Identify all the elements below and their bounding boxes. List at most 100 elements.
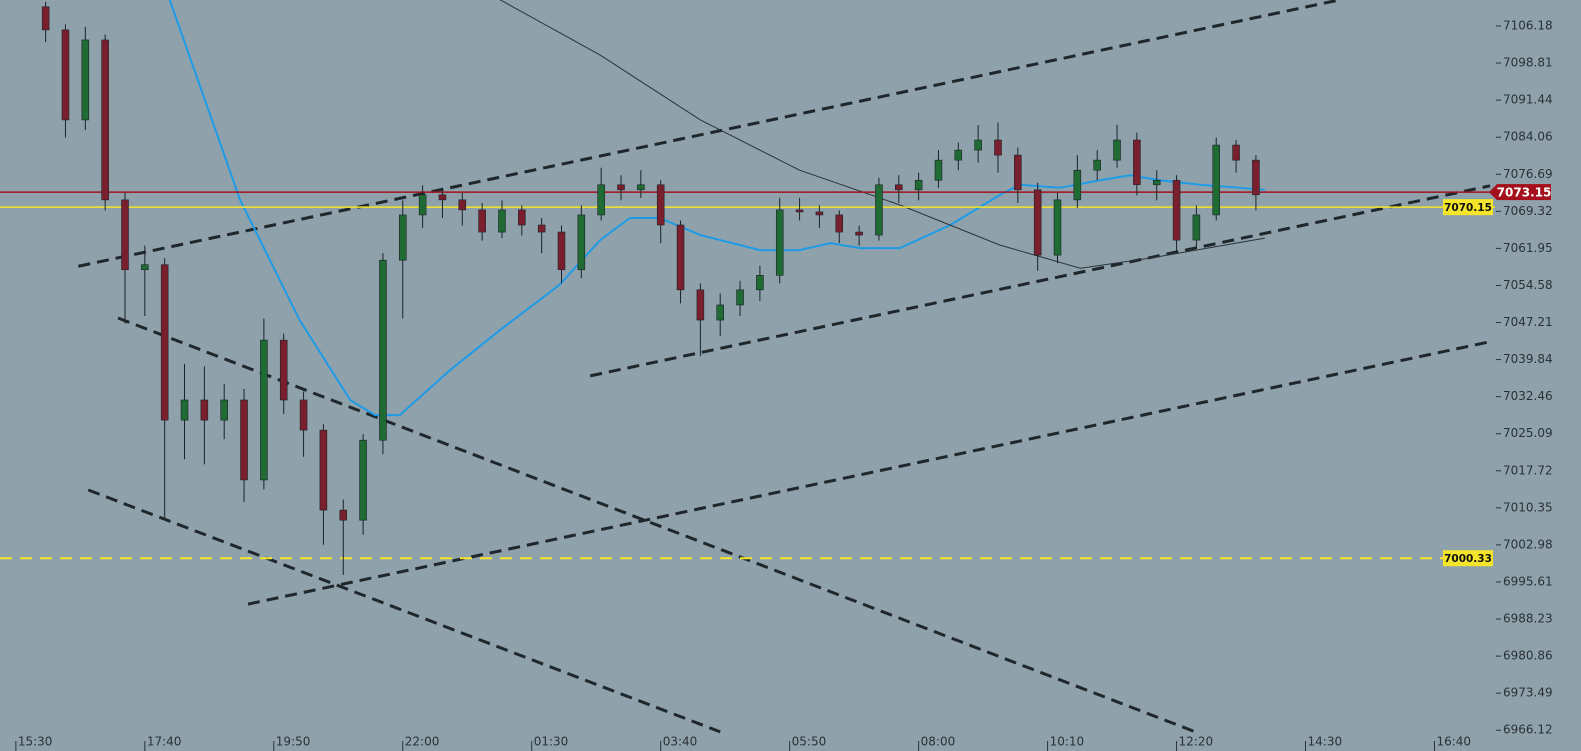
candle-body [815,211,824,216]
candle-body [656,184,665,226]
candle-body [1053,199,1062,256]
candle-body [1152,179,1161,186]
candle-body [1073,169,1082,201]
candle-body [339,509,348,521]
candle-body [200,399,209,421]
trend-line [78,0,1341,268]
candle-body [855,231,863,236]
price-tag [1497,184,1551,201]
candle-body [299,399,308,431]
y-tick-label: 7017.72 [1503,463,1553,477]
candle-body [835,214,844,233]
y-tick-label: 7032.46 [1503,389,1553,403]
candle-body [1033,189,1042,256]
candle-body [914,179,923,191]
y-tick-label: 7039.84 [1503,352,1553,366]
candle-body [637,184,645,191]
price-tag-label: 7070.15 [1444,202,1492,214]
candle-body [1172,179,1181,241]
candle-body [795,209,804,213]
x-tick-label: 22:00 [405,735,440,749]
y-tick-label: 7084.06 [1503,130,1553,144]
candle-body [994,139,1002,156]
y-tick-label: 7061.95 [1503,241,1553,255]
candle-body [716,304,724,321]
candle-body [974,139,982,151]
candle-body [1113,139,1121,161]
y-tick-label: 7025.09 [1503,426,1553,440]
x-tick-label: 01:30 [534,735,569,749]
candle-body [557,231,566,271]
candle-body [1093,159,1101,171]
candle-body [81,39,90,121]
x-tick-label: 17:40 [147,735,182,749]
candle-body [141,264,149,271]
candle-body [518,209,526,226]
x-tick-label: 08:00 [921,735,956,749]
candle-body [478,209,486,233]
x-tick-label: 19:50 [276,735,311,749]
trend-line [117,316,1196,734]
candle-body [1133,139,1141,186]
candle-body [537,224,546,233]
y-tick-label: 7106.18 [1503,18,1553,32]
y-tick-label: 7002.98 [1503,537,1553,551]
moving-average [499,0,1265,269]
candle-body [676,224,685,291]
candle-body [160,264,169,421]
candle-body [240,399,248,481]
y-tick-label: 7091.44 [1503,93,1553,107]
x-tick-label: 15:30 [18,735,53,749]
candle-body [359,439,367,521]
y-tick-label: 6973.49 [1503,686,1553,700]
trend-line [247,340,1489,606]
y-tick-label: 6980.86 [1503,649,1553,663]
candle-body [379,259,387,441]
candle-body [756,274,764,291]
price-tag-label: 7073.15 [1497,186,1552,200]
price-tag [1443,199,1493,216]
y-tick-label: 7098.81 [1503,56,1553,70]
candle-body [398,214,407,261]
candle-body [1014,154,1022,191]
candle-body [498,209,506,233]
x-tick-label: 03:40 [663,735,698,749]
candle-body [895,184,903,191]
price-tag [1443,550,1493,567]
candle-body [617,184,625,191]
trend-line [589,184,1491,378]
candle-body [934,159,943,181]
candle-body [1212,144,1221,216]
x-tick-label: 10:10 [1050,735,1085,749]
candle-body [736,289,744,306]
candle-body [1252,159,1260,196]
candle-body [577,214,586,271]
candle-body [279,339,288,401]
candle-body [61,29,70,121]
candle-body [438,194,447,201]
price-tag-label: 7000.33 [1444,553,1492,565]
price-tag-arrow [1489,184,1497,201]
candle-body [220,399,228,421]
candle-body [1232,144,1240,161]
candle-body [458,199,467,211]
y-tick-label: 6988.23 [1503,612,1553,626]
y-tick-label: 6966.12 [1503,723,1553,737]
candle-body [418,194,427,216]
x-tick-label: 05:50 [792,735,827,749]
candle-body [696,289,705,321]
y-tick-label: 7010.35 [1503,500,1553,514]
candle-body [260,339,268,481]
candle-body [954,149,963,161]
x-tick-label: 16:40 [1436,735,1471,749]
candle-body [875,184,883,236]
candle-body [1192,214,1201,241]
y-tick-label: 7076.69 [1503,167,1553,181]
y-tick-label: 7054.58 [1503,278,1553,292]
y-tick-label: 7047.21 [1503,315,1553,329]
candle-body [319,429,328,511]
candle-body [41,6,50,31]
x-tick-label: 14:30 [1308,735,1343,749]
